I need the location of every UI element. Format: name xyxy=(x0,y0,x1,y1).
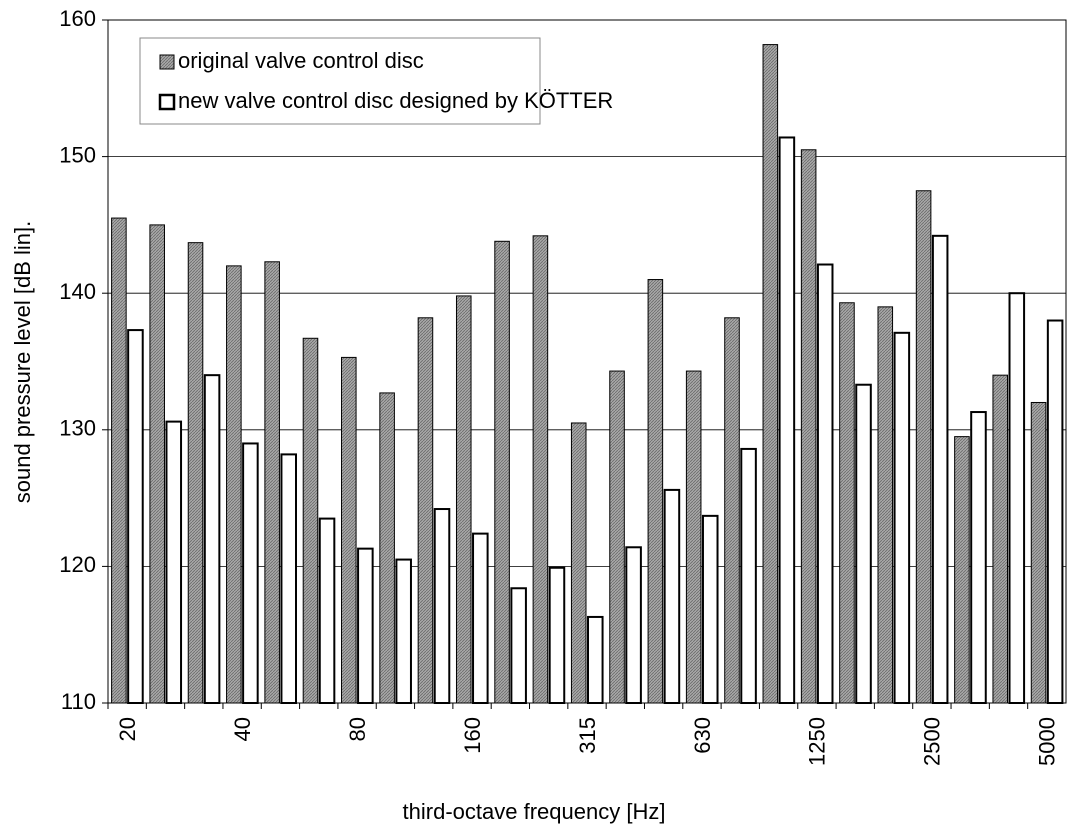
x-tick-label: 1250 xyxy=(805,717,830,766)
legend-swatch xyxy=(159,54,175,70)
bar xyxy=(992,374,1009,704)
bar xyxy=(302,337,319,704)
bar xyxy=(647,279,664,704)
plot-frame xyxy=(107,19,1067,704)
bar xyxy=(740,447,757,705)
bar xyxy=(510,587,527,704)
bar xyxy=(318,517,336,705)
bar xyxy=(111,217,127,704)
bar xyxy=(472,532,489,705)
bar xyxy=(242,442,259,704)
x-tick-label: 315 xyxy=(575,717,600,754)
bar xyxy=(954,436,970,704)
bar xyxy=(816,263,834,704)
bar xyxy=(165,420,183,704)
x-tick-label: 630 xyxy=(690,717,715,754)
legend-swatch xyxy=(158,93,176,111)
bar xyxy=(1030,401,1047,704)
y-tick-label: 140 xyxy=(59,279,96,304)
bar xyxy=(587,615,604,705)
bar xyxy=(570,422,587,704)
x-tick-label: 80 xyxy=(345,717,370,741)
bar xyxy=(357,547,374,705)
bar xyxy=(187,242,204,704)
bar xyxy=(395,558,412,704)
bar xyxy=(685,370,702,704)
bar xyxy=(915,190,932,704)
bar xyxy=(800,149,817,704)
bar xyxy=(724,317,740,704)
bar xyxy=(701,514,719,704)
bar xyxy=(455,295,472,704)
bar xyxy=(417,317,434,704)
bar xyxy=(226,265,242,704)
y-tick-label: 160 xyxy=(59,6,96,31)
bar xyxy=(127,329,144,704)
legend-label: original valve control disc xyxy=(178,48,424,73)
y-tick-label: 130 xyxy=(59,416,96,441)
x-axis-title: third-octave frequency [Hz] xyxy=(403,799,666,824)
bar xyxy=(379,392,395,704)
legend-box xyxy=(139,37,541,125)
x-tick-label: 2500 xyxy=(920,717,945,766)
bar xyxy=(1008,292,1026,704)
bar xyxy=(839,302,855,704)
y-axis-title: sound pressure level [dB lin]. xyxy=(10,221,35,504)
bar xyxy=(893,331,911,704)
bar xyxy=(970,411,987,704)
bar xyxy=(1046,319,1064,704)
bar xyxy=(931,234,949,704)
legend-label: new valve control disc designed by KÖTTE… xyxy=(178,88,613,113)
bar xyxy=(663,488,681,704)
x-tick-label: 20 xyxy=(115,717,140,741)
bar xyxy=(149,224,165,704)
x-tick-label: 160 xyxy=(460,717,485,754)
x-tick-label: 40 xyxy=(230,717,255,741)
bar xyxy=(855,383,872,704)
bar xyxy=(609,370,625,704)
bar xyxy=(264,261,280,704)
x-tick-label: 5000 xyxy=(1035,717,1060,766)
bar xyxy=(341,356,357,704)
bar xyxy=(433,508,451,705)
bar xyxy=(877,306,894,704)
y-tick-label: 110 xyxy=(61,689,96,714)
bar xyxy=(494,240,510,704)
bar xyxy=(203,374,221,704)
bar xyxy=(625,546,642,704)
y-tick-label: 120 xyxy=(59,552,96,577)
bar xyxy=(778,136,796,704)
bar xyxy=(548,566,566,704)
bar xyxy=(280,453,298,704)
bar xyxy=(532,235,549,704)
y-tick-label: 150 xyxy=(59,142,96,167)
bar xyxy=(762,44,779,704)
